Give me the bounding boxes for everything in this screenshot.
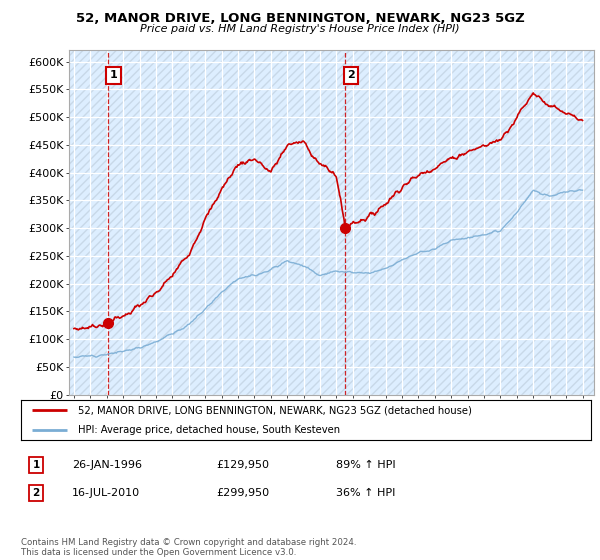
Text: 89% ↑ HPI: 89% ↑ HPI: [336, 460, 395, 470]
Text: Price paid vs. HM Land Registry's House Price Index (HPI): Price paid vs. HM Land Registry's House …: [140, 24, 460, 34]
Text: £129,950: £129,950: [216, 460, 269, 470]
Text: 26-JAN-1996: 26-JAN-1996: [72, 460, 142, 470]
Text: 2: 2: [32, 488, 40, 498]
Text: 16-JUL-2010: 16-JUL-2010: [72, 488, 140, 498]
Text: 52, MANOR DRIVE, LONG BENNINGTON, NEWARK, NG23 5GZ: 52, MANOR DRIVE, LONG BENNINGTON, NEWARK…: [76, 12, 524, 25]
Text: 36% ↑ HPI: 36% ↑ HPI: [336, 488, 395, 498]
Text: 2: 2: [347, 71, 355, 81]
Text: 52, MANOR DRIVE, LONG BENNINGTON, NEWARK, NG23 5GZ (detached house): 52, MANOR DRIVE, LONG BENNINGTON, NEWARK…: [78, 405, 472, 415]
Text: HPI: Average price, detached house, South Kesteven: HPI: Average price, detached house, Sout…: [78, 425, 340, 435]
Text: £299,950: £299,950: [216, 488, 269, 498]
Text: 1: 1: [110, 71, 117, 81]
Text: 1: 1: [32, 460, 40, 470]
Text: Contains HM Land Registry data © Crown copyright and database right 2024.
This d: Contains HM Land Registry data © Crown c…: [21, 538, 356, 557]
